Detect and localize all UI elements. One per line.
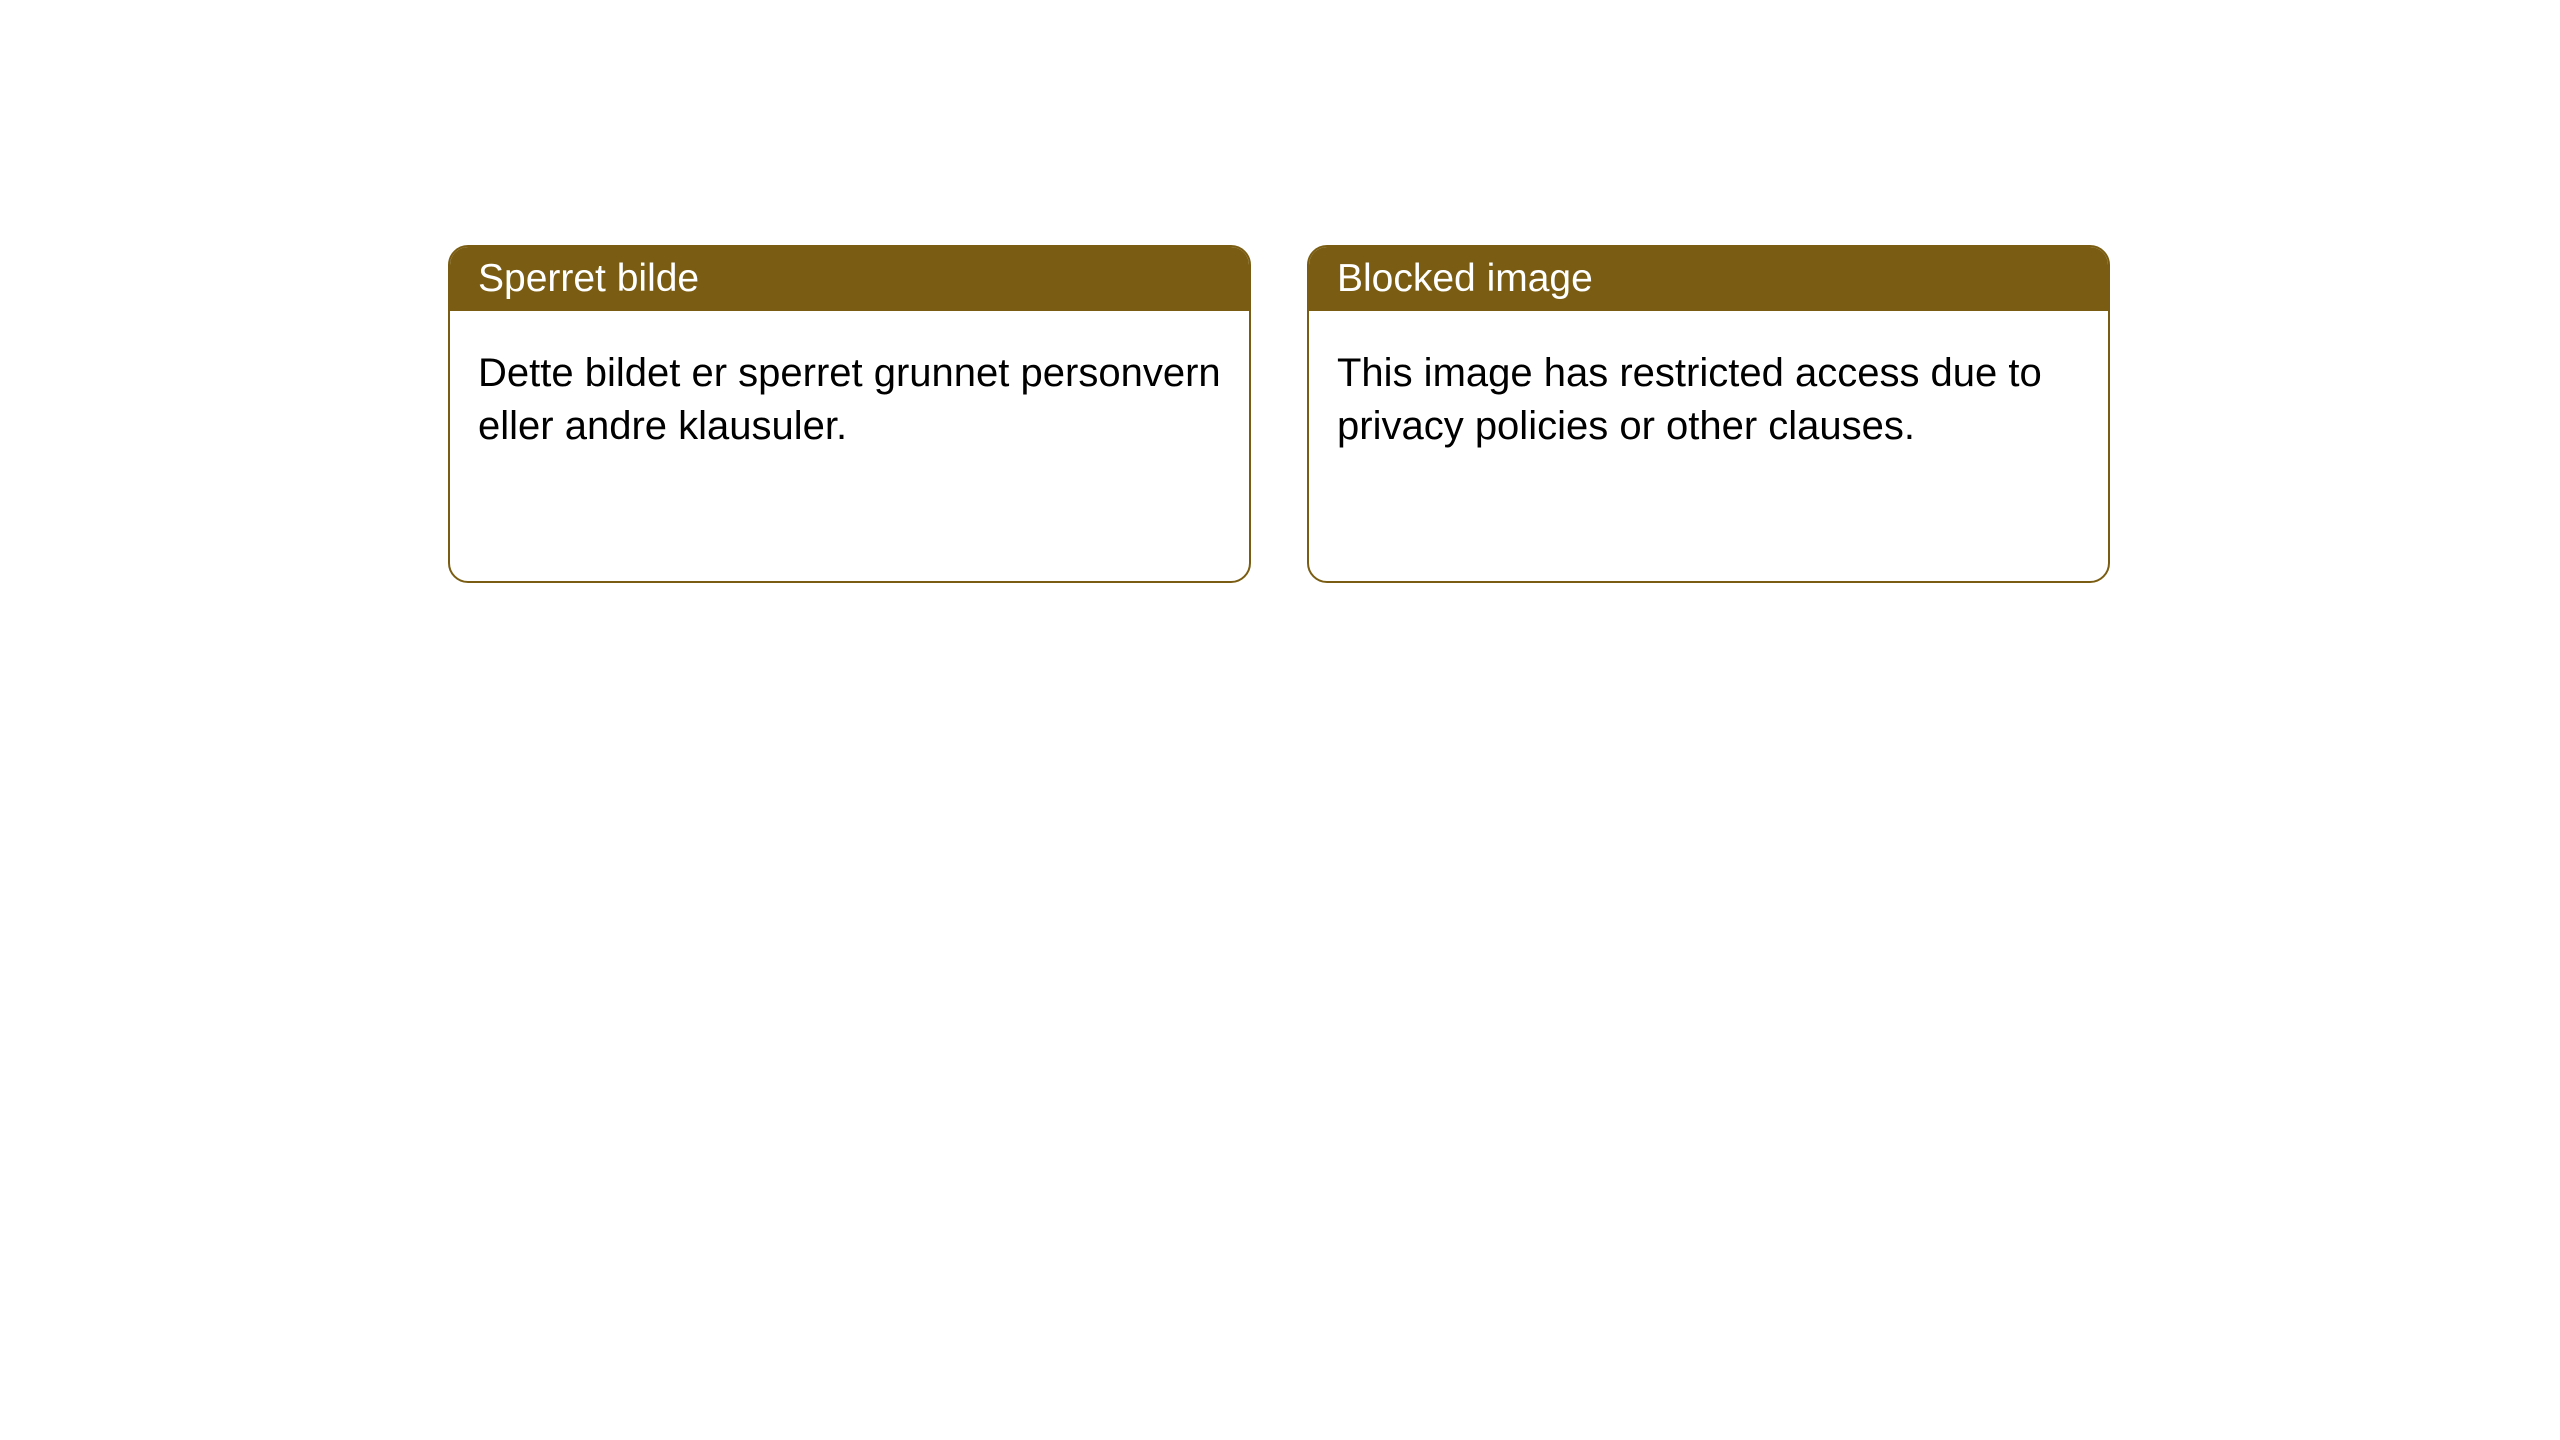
notice-container: Sperret bilde Dette bildet er sperret gr… bbox=[448, 245, 2110, 583]
notice-header-no: Sperret bilde bbox=[450, 247, 1249, 311]
notice-header-en: Blocked image bbox=[1309, 247, 2108, 311]
notice-body-no: Dette bildet er sperret grunnet personve… bbox=[450, 311, 1249, 581]
notice-card-no: Sperret bilde Dette bildet er sperret gr… bbox=[448, 245, 1251, 583]
notice-body-en: This image has restricted access due to … bbox=[1309, 311, 2108, 581]
notice-card-en: Blocked image This image has restricted … bbox=[1307, 245, 2110, 583]
